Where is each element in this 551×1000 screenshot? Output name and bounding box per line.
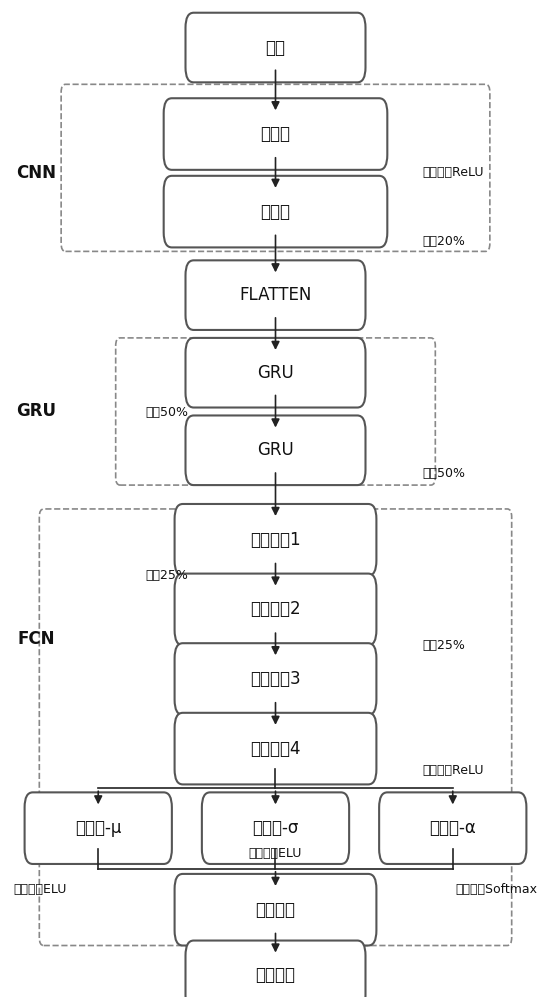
FancyBboxPatch shape (164, 98, 387, 170)
Text: 输出层-μ: 输出层-μ (75, 819, 121, 837)
FancyBboxPatch shape (186, 941, 365, 1000)
Text: GRU: GRU (257, 364, 294, 382)
Text: GRU: GRU (257, 441, 294, 459)
Text: 全连接层3: 全连接层3 (250, 670, 301, 688)
Text: 输入: 输入 (266, 39, 285, 57)
Text: 输出层-σ: 输出层-σ (252, 819, 299, 837)
Text: 激活函数Softmax: 激活函数Softmax (455, 883, 537, 896)
FancyBboxPatch shape (186, 260, 365, 330)
Text: 卷积层: 卷积层 (261, 125, 290, 143)
Text: FLATTEN: FLATTEN (239, 286, 312, 304)
FancyBboxPatch shape (175, 643, 376, 715)
FancyBboxPatch shape (175, 713, 376, 784)
Text: FCN: FCN (18, 630, 55, 648)
Text: 丢弃25%: 丢弃25% (145, 569, 188, 582)
FancyBboxPatch shape (186, 338, 365, 408)
FancyBboxPatch shape (175, 874, 376, 946)
Text: 激活函数ELU: 激活函数ELU (249, 847, 302, 860)
Text: GRU: GRU (17, 402, 57, 420)
Text: 丢弃50%: 丢弃50% (145, 406, 188, 419)
Text: 代入参数: 代入参数 (256, 901, 295, 919)
FancyBboxPatch shape (202, 792, 349, 864)
FancyBboxPatch shape (175, 574, 376, 645)
Text: 激活函数ELU: 激活函数ELU (14, 883, 67, 896)
Text: 激活函数ReLU: 激活函数ReLU (423, 764, 484, 777)
Text: 池化层: 池化层 (261, 203, 290, 221)
Text: 输出结果: 输出结果 (256, 966, 295, 984)
FancyBboxPatch shape (186, 13, 365, 82)
FancyBboxPatch shape (25, 792, 172, 864)
Text: 激活函数ReLU: 激活函数ReLU (423, 166, 484, 179)
FancyBboxPatch shape (379, 792, 526, 864)
Text: 输出层-α: 输出层-α (429, 819, 476, 837)
FancyBboxPatch shape (164, 176, 387, 247)
FancyBboxPatch shape (175, 504, 376, 576)
Text: 丢弃20%: 丢弃20% (423, 235, 466, 248)
Text: CNN: CNN (17, 164, 57, 182)
Text: 丢弃50%: 丢弃50% (423, 467, 466, 480)
Text: 丢弃25%: 丢弃25% (423, 639, 466, 652)
Text: 全连接层1: 全连接层1 (250, 531, 301, 549)
FancyBboxPatch shape (186, 415, 365, 485)
Text: 全连接层4: 全连接层4 (250, 740, 301, 758)
Text: 全连接层2: 全连接层2 (250, 600, 301, 618)
